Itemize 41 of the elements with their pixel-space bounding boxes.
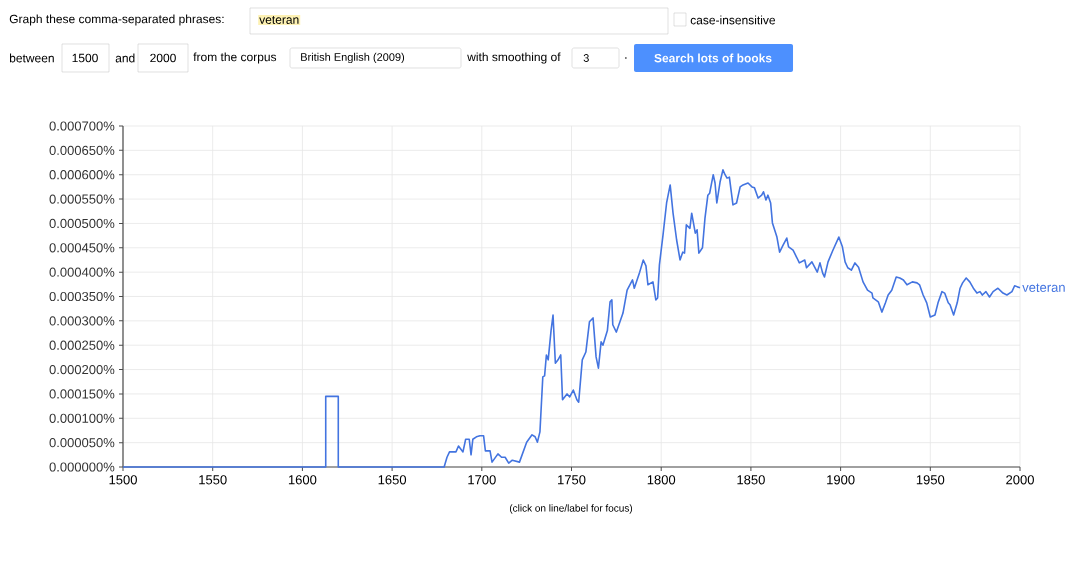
y-tick-label: 0.000300% <box>49 316 115 326</box>
text: British English (2009) <box>301 52 405 64</box>
x-tick-label: 1900 <box>827 475 855 485</box>
text: 1500 <box>72 53 98 63</box>
text: 3 <box>583 54 589 62</box>
x-tick-label: 1800 <box>647 475 676 485</box>
x-tick-label: 1850 <box>737 475 765 485</box>
text: veteran <box>259 16 299 24</box>
y-tick-label: 0.000500% <box>49 218 115 229</box>
text: . <box>625 57 627 59</box>
y-tick-label: 0.000450% <box>49 243 115 253</box>
y-tick-label: 0.000050% <box>49 438 115 448</box>
text: case-insensitive <box>690 15 776 25</box>
text: (click on line/label for focus) <box>509 504 633 514</box>
text: 2000 <box>150 53 176 63</box>
series-label: veteran <box>1022 283 1065 292</box>
y-tick-label: 0.000700% <box>49 121 115 131</box>
y-tick-label: 0.000350% <box>49 291 115 302</box>
text: Search lots of books <box>654 53 772 63</box>
text: and <box>115 53 135 63</box>
x-tick-label: 1550 <box>199 475 227 485</box>
x-tick-label: 1700 <box>468 475 496 485</box>
text: with smoothing of <box>467 52 561 64</box>
x-tick-label: 2000 <box>1006 475 1034 485</box>
x-tick-label: 1600 <box>288 475 317 485</box>
x-tick-label: 1950 <box>916 475 945 485</box>
x-tick-label: 1500 <box>109 475 137 485</box>
y-tick-label: 0.000650% <box>49 145 115 155</box>
y-tick-label: 0.000600% <box>49 170 115 180</box>
x-tick-label: 1750 <box>558 475 586 485</box>
y-tick-label: 0.000000% <box>49 462 115 472</box>
y-tick-label: 0.000250% <box>49 340 115 350</box>
y-tick-label: 0.000100% <box>49 413 115 423</box>
y-tick-label: 0.000400% <box>49 267 115 277</box>
text: Graph these comma-separated phrases: <box>9 14 224 26</box>
x-tick-label: 1650 <box>378 475 407 485</box>
y-tick-label: 0.000150% <box>49 389 115 399</box>
y-tick-label: 0.000550% <box>49 194 115 204</box>
text: between <box>9 53 54 63</box>
y-tick-label: 0.000200% <box>49 364 115 375</box>
text: from the corpus <box>193 52 277 64</box>
